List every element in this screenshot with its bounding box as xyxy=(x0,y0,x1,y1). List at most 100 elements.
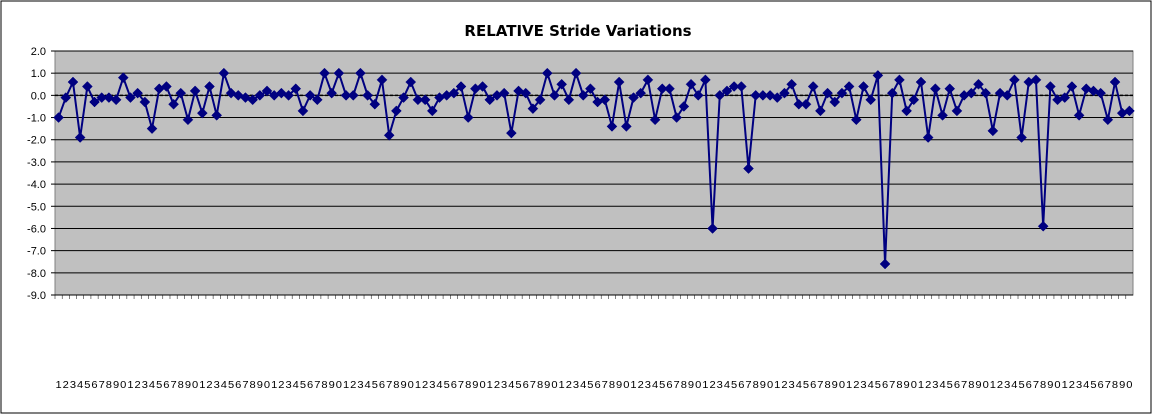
x-tick-label: 9 xyxy=(329,380,336,391)
data-point xyxy=(1001,90,1013,101)
data-point xyxy=(714,90,726,101)
data-point xyxy=(211,109,223,121)
x-tick-label: 2 xyxy=(781,380,788,391)
data-point xyxy=(196,107,208,119)
x-tick-label: 5 xyxy=(300,380,307,391)
x-tick-label: 1 xyxy=(990,380,997,391)
data-point xyxy=(1102,114,1114,126)
x-tick-label: 7 xyxy=(242,380,249,391)
x-tick-label: 3 xyxy=(1076,380,1083,391)
data-point xyxy=(872,70,884,81)
x-tick-label: 2 xyxy=(206,380,213,391)
x-tick-label: 9 xyxy=(688,380,695,391)
data-point xyxy=(664,83,675,95)
x-tick-label: 5 xyxy=(372,380,379,391)
x-tick-label: 7 xyxy=(889,380,896,391)
data-point xyxy=(448,87,460,99)
x-tick-label: 7 xyxy=(1105,380,1112,391)
data-point xyxy=(743,163,754,174)
data-point xyxy=(319,67,330,79)
x-tick-label: 4 xyxy=(724,380,731,391)
x-tick-label: 7 xyxy=(1033,380,1040,391)
x-tick-label: 7 xyxy=(817,380,824,391)
data-point xyxy=(333,67,345,79)
y-tick-label: -9.0 xyxy=(27,290,46,302)
x-tick-label: 5 xyxy=(228,380,235,391)
data-point xyxy=(656,83,668,95)
data-point xyxy=(822,87,833,99)
x-tick-label: 3 xyxy=(70,380,77,391)
data-point xyxy=(527,103,539,115)
x-tick-label: 4 xyxy=(796,380,803,391)
x-tick-label: 4 xyxy=(508,380,515,391)
data-point xyxy=(1030,74,1042,86)
x-tick-label: 4 xyxy=(77,380,84,391)
x-tick-label: 1 xyxy=(199,380,206,391)
data-point xyxy=(721,85,733,97)
x-tick-label: 1 xyxy=(918,380,925,391)
x-tick-label: 7 xyxy=(602,380,609,391)
data-point xyxy=(850,114,862,126)
y-tick-label: -2.0 xyxy=(27,135,46,147)
x-tick-label: 3 xyxy=(932,380,939,391)
data-point xyxy=(585,83,596,95)
data-point xyxy=(980,87,992,99)
x-tick-label: 5 xyxy=(84,380,91,391)
x-tick-label: 3 xyxy=(1004,380,1011,391)
data-point xyxy=(908,94,920,106)
data-point xyxy=(901,105,912,117)
data-point xyxy=(678,101,690,112)
data-point xyxy=(218,67,230,79)
data-point xyxy=(60,92,72,103)
x-tick-label: 2 xyxy=(997,380,1004,391)
data-point xyxy=(347,90,359,101)
data-point xyxy=(779,87,790,99)
x-tick-label: 5 xyxy=(1019,380,1026,391)
x-tick-label: 6 xyxy=(451,380,458,391)
data-point xyxy=(175,87,187,99)
data-point xyxy=(146,123,158,134)
data-point xyxy=(541,67,553,79)
data-point xyxy=(1044,81,1056,92)
x-tick-label: 1 xyxy=(702,380,709,391)
x-tick-label: 6 xyxy=(882,380,889,391)
y-tick-label: -4.0 xyxy=(27,179,46,191)
data-point xyxy=(735,81,747,92)
x-tick-label: 3 xyxy=(214,380,221,391)
x-tick-label: 4 xyxy=(580,380,587,391)
data-point xyxy=(915,76,927,88)
data-point xyxy=(628,92,639,103)
x-tick-label: 6 xyxy=(235,380,242,391)
x-tick-label: 2 xyxy=(566,380,573,391)
x-tick-label: 3 xyxy=(645,380,652,391)
data-point xyxy=(642,74,654,86)
data-point xyxy=(858,81,869,92)
data-point xyxy=(484,94,496,106)
data-point xyxy=(944,83,956,95)
x-tick-label: 8 xyxy=(1040,380,1047,391)
x-tick-label: 9 xyxy=(472,380,479,391)
data-point xyxy=(886,87,898,99)
data-point xyxy=(750,90,762,101)
data-point xyxy=(930,83,941,95)
x-tick-label: 6 xyxy=(1098,380,1105,391)
x-tick-label: 3 xyxy=(860,380,867,391)
x-tick-label: 5 xyxy=(659,380,666,391)
x-tick-label: 9 xyxy=(1047,380,1054,391)
data-point xyxy=(793,98,805,110)
data-point xyxy=(922,132,934,143)
data-point xyxy=(1016,132,1027,143)
x-tick-label: 2 xyxy=(925,380,932,391)
data-point xyxy=(556,78,568,90)
y-tick-label: 2.0 xyxy=(31,46,46,58)
y-tick-label: 1.0 xyxy=(31,68,46,80)
x-tick-label: 4 xyxy=(293,380,300,391)
data-point xyxy=(362,90,373,101)
data-point xyxy=(455,81,467,92)
x-tick-label: 1 xyxy=(1062,380,1069,391)
x-tick-label: 3 xyxy=(573,380,580,391)
x-tick-label: 8 xyxy=(537,380,544,391)
x-tick-label: 4 xyxy=(149,380,156,391)
x-tick-label: 2 xyxy=(135,380,142,391)
x-tick-label: 6 xyxy=(379,380,386,391)
